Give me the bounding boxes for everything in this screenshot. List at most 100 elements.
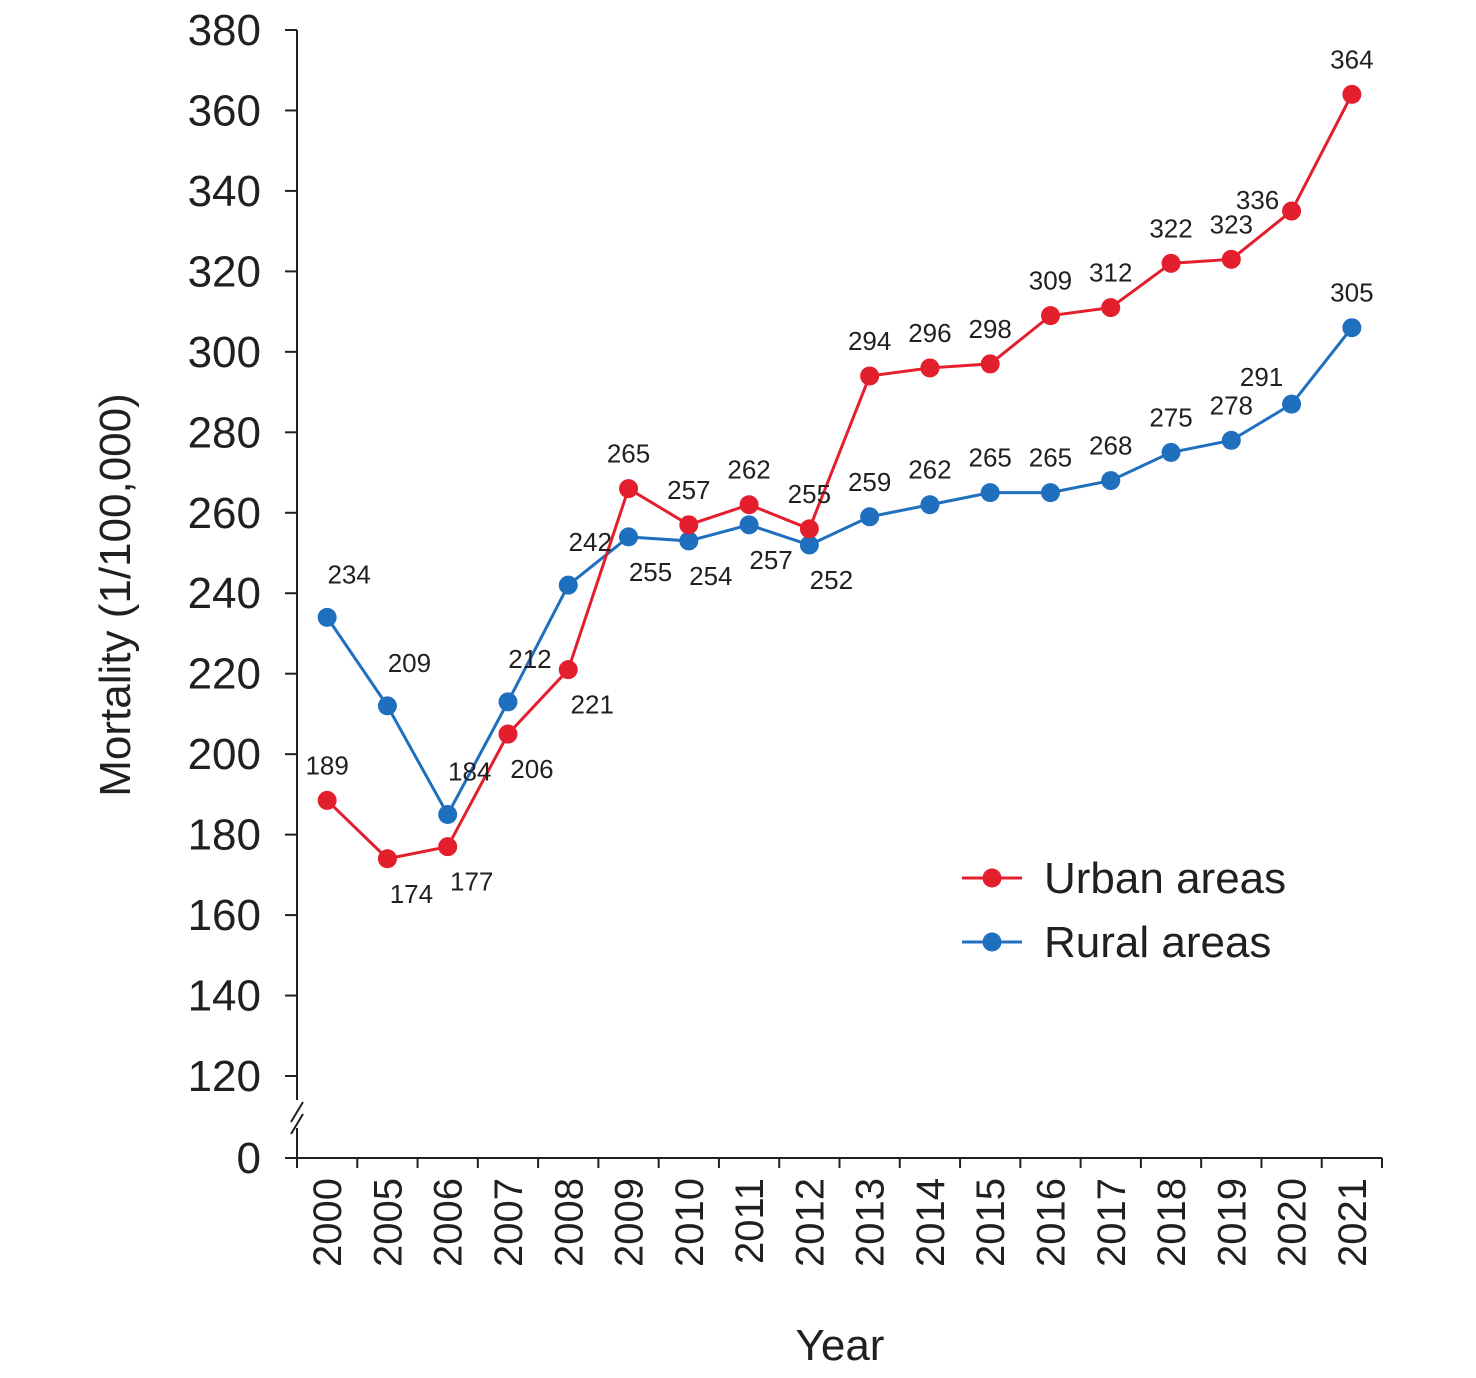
series-line [326,93,1354,861]
x-axis-title: Year [796,1321,885,1370]
y-tick-label: 140 [188,972,261,1021]
data-label: 265 [1029,443,1072,473]
data-label: 259 [848,467,891,497]
y-tick-label: 220 [188,650,261,699]
legend-label: Urban areas [1044,854,1286,903]
x-tick-label: 2008 [547,1178,591,1267]
data-point [1282,201,1302,221]
data-point [920,358,940,378]
data-label: 265 [607,439,650,469]
x-tick-label: 2020 [1271,1178,1315,1267]
data-point [1101,471,1121,491]
y-tick-label: 180 [188,811,261,860]
x-tick-label: 2012 [788,1178,832,1267]
data-label: 257 [667,475,710,505]
data-point [980,354,1000,374]
data-point [1161,253,1181,273]
data-point [1101,298,1121,318]
axis-break-mark [290,1101,304,1123]
data-label: 177 [450,867,493,897]
data-label: 322 [1149,213,1192,243]
data-point [1342,84,1362,104]
data-point [920,495,940,515]
y-tick-label: 120 [188,1052,261,1101]
x-tick-label: 2007 [487,1178,531,1267]
data-point [1221,430,1241,450]
data-label: 255 [788,479,831,509]
data-point [377,696,397,716]
legend-item: Rural areas [962,918,1271,967]
x-tick-label: 2000 [306,1178,350,1267]
data-label: 298 [968,314,1011,344]
data-point [619,527,639,547]
data-labels: 189 174 177 206 221 265 257 262 255 294 296 298 309 3… [305,44,1373,908]
x-tick-label: 2015 [969,1178,1013,1267]
legend-swatch-marker [982,932,1002,952]
legend-swatch-marker [982,868,1002,888]
data-label: 252 [810,565,853,595]
series-urban-areas [317,84,1362,869]
data-label: 294 [848,326,891,356]
data-point [438,805,458,824]
data-label: 212 [508,644,551,674]
x-tick-label: 2009 [608,1178,652,1267]
data-point [619,479,639,499]
x-tick-label: 2011 [728,1178,772,1264]
data-point [317,790,337,810]
data-label: 291 [1240,362,1283,392]
data-label: 323 [1210,209,1253,239]
x-tick-label: 2010 [668,1178,712,1267]
data-label: 312 [1089,258,1132,288]
data-label: 262 [908,455,951,485]
data-point [799,535,819,555]
data-label: 189 [305,750,348,780]
axis-break-mark [290,1113,304,1135]
data-point [739,495,759,515]
x-tick-label: 2014 [909,1178,953,1267]
data-point [679,515,699,535]
data-point [980,483,1000,503]
data-label: 174 [390,879,433,909]
data-label: 234 [327,559,370,589]
x-tick-label: 2006 [427,1178,471,1267]
data-point [1221,249,1241,269]
data-point [1342,318,1362,338]
legend-label: Rural areas [1044,918,1271,967]
data-point [799,519,819,539]
x-tick-label: 2013 [849,1178,893,1267]
data-point [438,837,458,857]
data-label: 275 [1149,402,1192,432]
y-tick-label: 240 [188,569,261,618]
data-point [498,692,518,712]
data-label: 309 [1029,266,1072,296]
data-label: 257 [749,545,792,575]
y-tick-label: 340 [188,167,261,216]
data-label: 184 [448,757,491,787]
series-rural-areas [317,318,1362,824]
data-label: 221 [571,690,614,720]
data-label: 336 [1236,185,1279,215]
y-axis-title: Mortality (1/100,000) [91,393,140,797]
y-tick-label: 0 [237,1134,261,1183]
data-point [377,849,397,869]
data-label: 209 [388,648,431,678]
x-tick-label: 2005 [366,1178,410,1267]
data-point [1282,394,1302,414]
data-point [1040,483,1060,503]
data-point [498,724,518,744]
y-tick-label: 280 [188,408,261,457]
data-point [739,515,759,535]
data-label: 305 [1330,278,1373,308]
x-axis-ticks: 2000 2005 2006 2007 2008 2009 2010 2011 2012 2013… [296,1158,1383,1267]
data-label: 242 [569,527,612,557]
y-tick-label: 320 [188,247,261,296]
y-tick-label: 260 [188,489,261,538]
series-layer [317,84,1362,869]
data-point [860,366,880,386]
data-point [558,660,578,680]
x-tick-label: 2018 [1150,1178,1194,1267]
x-tick-label: 2017 [1090,1178,1134,1267]
data-label: 254 [689,561,732,591]
y-tick-label: 360 [188,86,261,135]
